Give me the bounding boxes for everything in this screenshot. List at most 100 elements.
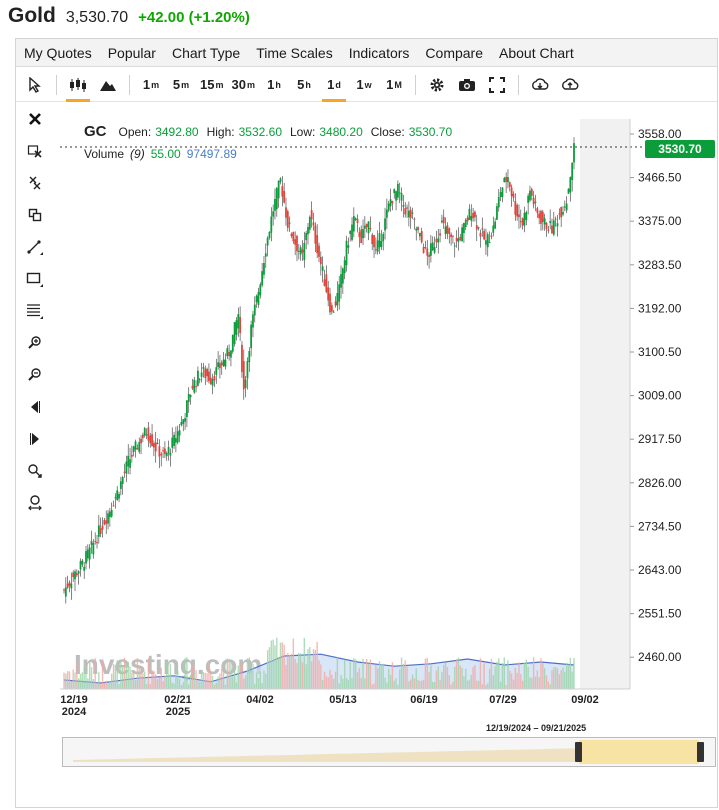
zoom-out-tool[interactable] xyxy=(18,361,52,389)
candle-body xyxy=(554,218,557,220)
volume-bar xyxy=(565,662,568,689)
timeframe-label: 1 xyxy=(356,77,364,92)
volume-bar xyxy=(342,678,344,689)
range-navigator[interactable] xyxy=(62,737,716,767)
gear-icon xyxy=(430,78,444,91)
volume-bar xyxy=(360,677,362,689)
candle-body xyxy=(549,221,552,223)
volume-bar xyxy=(479,658,482,689)
area-type-button[interactable] xyxy=(93,72,123,98)
volume-bar xyxy=(395,678,397,689)
crosshair-tool[interactable] xyxy=(18,169,52,197)
trendline-icon xyxy=(27,240,43,255)
volume-bar xyxy=(299,653,302,689)
menu-about-chart[interactable]: About Chart xyxy=(499,44,574,61)
candle-body xyxy=(510,187,513,197)
candle-body xyxy=(362,229,364,239)
candle-body xyxy=(431,242,434,251)
volume-bar xyxy=(285,664,287,689)
candle-body xyxy=(151,434,153,447)
copy-drawing-tool[interactable] xyxy=(18,201,52,229)
screenshot-button[interactable] xyxy=(452,72,482,98)
upload-button[interactable] xyxy=(555,72,585,98)
zoom-fit-tool[interactable] xyxy=(18,457,52,485)
volume-bar xyxy=(131,672,133,689)
toolbar-separator xyxy=(129,74,130,95)
close-drawing-tool[interactable] xyxy=(18,105,52,133)
price-chart[interactable]: Investing.com3558.003466.503375.003283.5… xyxy=(60,119,716,719)
candle-body xyxy=(336,293,339,306)
candle-body xyxy=(505,176,508,182)
volume-bar xyxy=(417,679,419,689)
menu-time-scales[interactable]: Time Scales xyxy=(256,44,333,61)
volume-bar xyxy=(501,662,504,689)
candle-body xyxy=(307,227,309,235)
volume-bar xyxy=(536,670,539,689)
volume-bar xyxy=(237,665,239,689)
erase-drawing-tool[interactable] xyxy=(18,137,52,165)
volume-bar xyxy=(472,667,474,689)
candle-body xyxy=(288,222,291,224)
candle-body xyxy=(551,225,553,234)
candle-body xyxy=(209,377,212,385)
candle-body xyxy=(162,450,164,452)
volume-bar xyxy=(325,676,328,689)
candle-body xyxy=(312,222,315,226)
download-button[interactable] xyxy=(525,72,555,98)
menu-compare[interactable]: Compare xyxy=(425,44,484,61)
volume-bar xyxy=(96,682,98,689)
fibonacci-tool[interactable] xyxy=(18,297,52,325)
settings-button[interactable] xyxy=(422,72,452,98)
candle-body xyxy=(448,228,451,234)
candlestick-type-button[interactable] xyxy=(63,72,93,102)
volume-bar xyxy=(351,677,353,689)
scroll-right-tool[interactable] xyxy=(18,425,52,453)
candle-body xyxy=(360,229,363,244)
legend-high-label: High: xyxy=(206,125,235,139)
candle-body xyxy=(345,240,348,266)
candle-body xyxy=(426,248,429,256)
volume-bar xyxy=(268,647,271,689)
trendline-tool[interactable] xyxy=(18,233,52,261)
timeframe-unit: d xyxy=(335,79,341,90)
volume-bar xyxy=(287,652,289,689)
candle-body xyxy=(433,247,436,253)
timeframe-30m[interactable]: 30 m xyxy=(227,72,258,98)
menu-chart-type[interactable]: Chart Type xyxy=(171,44,241,61)
volume-bar xyxy=(488,668,491,689)
menu-indicators[interactable]: Indicators xyxy=(348,44,410,61)
timeframe-15m[interactable]: 15 m xyxy=(196,72,227,98)
rectangle-tool[interactable] xyxy=(18,265,52,293)
fullscreen-button[interactable] xyxy=(482,72,512,98)
candle-body xyxy=(547,229,550,231)
volume-bar xyxy=(107,683,109,689)
zoom-in-tool[interactable] xyxy=(18,329,52,357)
candle-body xyxy=(281,186,284,197)
menu-popular[interactable]: Popular xyxy=(107,44,156,61)
menu-my-quotes[interactable]: My Quotes xyxy=(24,44,92,61)
y-tick-label: 2460.00 xyxy=(638,650,682,664)
candle-body xyxy=(363,225,366,229)
scroll-left-tool[interactable] xyxy=(18,393,52,421)
candle-body xyxy=(77,571,80,574)
last-price: 3,530.70 xyxy=(65,9,129,26)
candle-body xyxy=(439,233,441,236)
candle-body xyxy=(530,189,533,196)
candle-body xyxy=(112,505,115,507)
candle-body xyxy=(393,189,396,194)
candle-body xyxy=(219,363,221,369)
cursor-tool[interactable] xyxy=(20,72,50,98)
candle-body xyxy=(512,193,515,198)
candle-body xyxy=(266,237,269,246)
candle-body xyxy=(384,218,386,231)
volume-bar xyxy=(422,679,425,689)
zoom-reset-tool[interactable] xyxy=(18,489,52,517)
candle-body xyxy=(70,583,73,589)
